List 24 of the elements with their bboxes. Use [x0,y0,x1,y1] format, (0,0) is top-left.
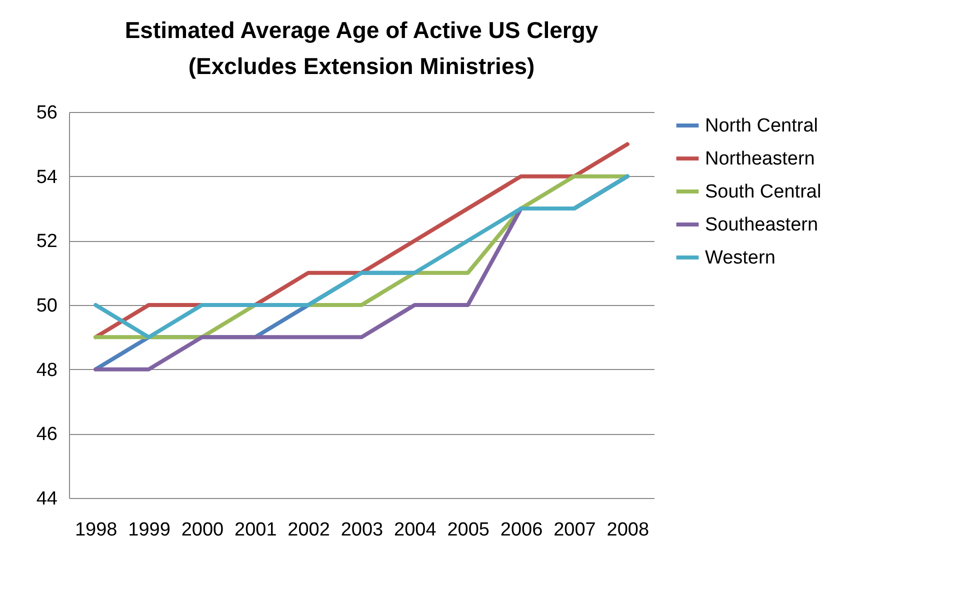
x-tick-label: 2003 [340,520,384,540]
legend-label: South Central [705,182,822,202]
x-tick-label: 2005 [447,520,490,540]
chart-title: Estimated Average Age of Active US Clergy (Excludes Extension Ministries) [124,17,598,79]
x-tick-label: 1998 [74,520,118,540]
y-tick-label: 56 [36,102,58,124]
x-tick-label: 2007 [554,520,596,540]
y-tick-label: 44 [36,488,58,510]
x-tick-label: 2006 [500,520,543,540]
y-tick-label: 48 [36,360,58,381]
legend-label: Northeastern [705,148,815,170]
legend-label: Southeastern [705,214,818,236]
x-tick-label: 2002 [288,520,330,540]
y-tick-label: 46 [36,424,58,446]
y-tick-label: 52 [36,231,58,252]
y-tick-label: 50 [36,296,58,316]
x-tick-label: 2008 [606,520,650,540]
x-tick-label: 2000 [181,520,224,540]
legend-label: Western [705,248,776,268]
x-tick-label: 2004 [394,520,437,540]
y-tick-label: 54 [36,166,58,188]
x-tick-label: 2001 [234,520,277,540]
x-tick-label: 1999 [128,520,170,540]
legend-label: North Central [705,116,818,136]
